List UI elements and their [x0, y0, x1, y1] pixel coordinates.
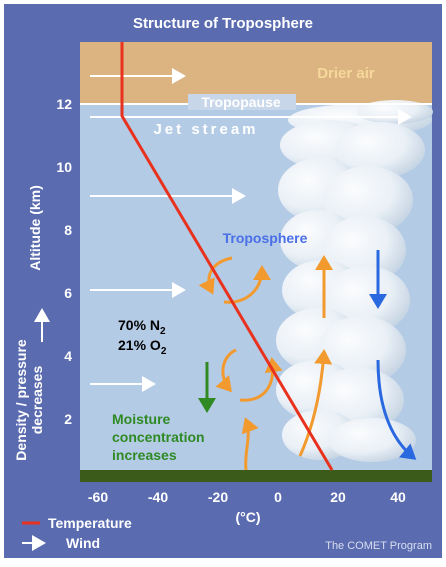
y-axis-title: Altitude (km) — [27, 185, 43, 271]
y-tick-label: 10 — [56, 159, 72, 175]
x-tick-label: -20 — [208, 489, 228, 505]
y-tick-label: 12 — [56, 96, 72, 112]
moisture-label: Moisture concentration increases — [112, 411, 205, 463]
troposphere-label: Troposphere — [223, 230, 308, 246]
density-pressure-label: Density / pressure decreases — [13, 308, 50, 461]
drier-air-label: Drier air — [317, 65, 375, 82]
surface-updraft-arrow — [241, 417, 259, 471]
nitrogen-label: 70% N2 — [118, 317, 166, 337]
y-tick-label: 4 — [64, 348, 72, 364]
x-tick-label: -60 — [88, 489, 108, 505]
svg-text:Density / pressure: Density / pressure — [13, 339, 29, 461]
diagram-title: Structure of Troposphere — [133, 15, 313, 32]
x-tick-label: 40 — [390, 489, 406, 505]
tropopause-label: Tropopause — [201, 94, 281, 110]
updraft-arrow-lower — [298, 349, 333, 457]
credit-text: The COMET Program — [325, 540, 432, 552]
wind-arrows — [90, 68, 412, 392]
svg-text:Moisture: Moisture — [112, 411, 171, 427]
downdraft-arrow-lower — [376, 359, 417, 460]
temperature-profile-line — [120, 42, 334, 471]
ground-strip — [80, 470, 432, 482]
x-axis: -60 -40 -20 0 20 40 — [88, 489, 406, 505]
tropopause-label-bg — [188, 94, 296, 110]
x-tick-label: 0 — [274, 489, 282, 505]
jet-stream-label: Jet stream — [153, 121, 258, 138]
legend: Temperature Wind — [22, 515, 132, 551]
x-tick-label: 20 — [330, 489, 346, 505]
gas-composition: 70% N2 21% O2 — [118, 317, 167, 357]
legend-temperature-label: Temperature — [48, 515, 132, 531]
oxygen-label: 21% O2 — [118, 337, 167, 357]
x-axis-title: (°C) — [235, 509, 260, 525]
x-tick-label: -40 — [148, 489, 168, 505]
y-tick-label: 2 — [64, 411, 72, 427]
svg-text:increases: increases — [112, 447, 177, 463]
svg-text:decreases: decreases — [29, 366, 45, 435]
y-tick-label: 8 — [64, 222, 72, 238]
drier-air-band — [80, 42, 432, 104]
y-axis: 12 10 8 6 4 2 — [56, 96, 72, 427]
y-tick-label: 6 — [64, 285, 72, 301]
legend-wind-label: Wind — [66, 535, 100, 551]
svg-text:concentration: concentration — [112, 429, 205, 445]
cumulonimbus-cloud — [276, 100, 433, 462]
convection-loop-upper — [198, 256, 271, 304]
